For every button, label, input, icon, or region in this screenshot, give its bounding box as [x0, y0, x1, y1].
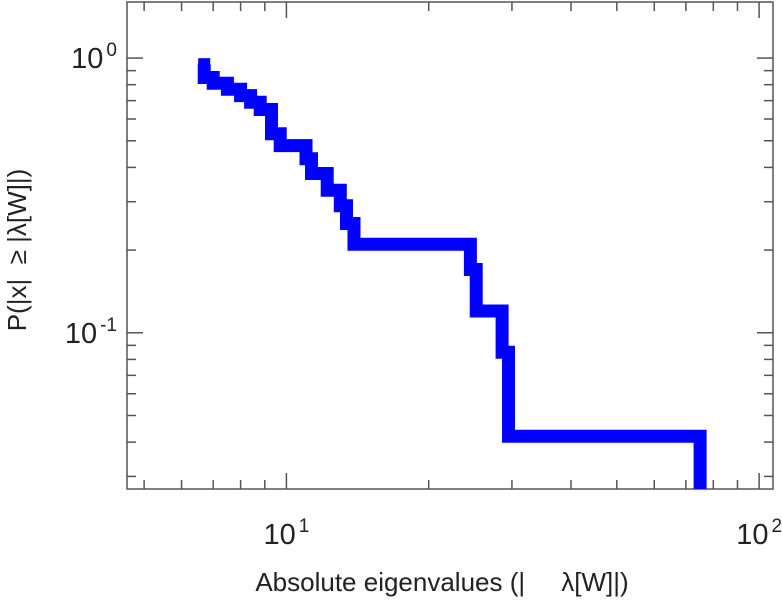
x-tick-label: 10 2 — [736, 516, 782, 551]
series-point — [502, 346, 515, 359]
series-points — [198, 58, 707, 443]
series-point — [305, 152, 318, 165]
series-point — [694, 430, 707, 443]
series-point — [234, 83, 247, 96]
series-point — [265, 103, 278, 116]
y-axis-label: P(|x| ≥ |λ[W]|) — [2, 169, 32, 332]
tick-labels: 10 1 10 2 10 -1 10 0 — [65, 40, 782, 551]
series-point — [359, 238, 372, 251]
y-tick-label: 10 0 — [71, 40, 117, 75]
series-point — [321, 167, 334, 180]
series-point — [348, 217, 361, 230]
series-point — [198, 58, 211, 71]
x-axis-label: Absolute eigenvalues (| λ[W]|) — [255, 567, 628, 597]
series-point — [207, 71, 220, 84]
series-point — [507, 430, 520, 443]
x-tick-label: 10 1 — [263, 516, 309, 551]
series-point — [470, 263, 483, 276]
series-point — [310, 167, 323, 180]
axis-ticks — [127, 2, 773, 489]
series-point — [496, 305, 509, 318]
series-point — [299, 139, 312, 152]
series-point — [464, 238, 477, 251]
series-point — [244, 89, 257, 102]
plot-frame — [126, 1, 774, 490]
series-point — [474, 305, 487, 318]
series-point — [254, 96, 267, 109]
series-point — [334, 184, 347, 197]
series-point — [340, 199, 353, 212]
series-point — [274, 127, 287, 140]
series-point — [221, 77, 234, 90]
y-tick-label: 10 -1 — [65, 315, 117, 350]
